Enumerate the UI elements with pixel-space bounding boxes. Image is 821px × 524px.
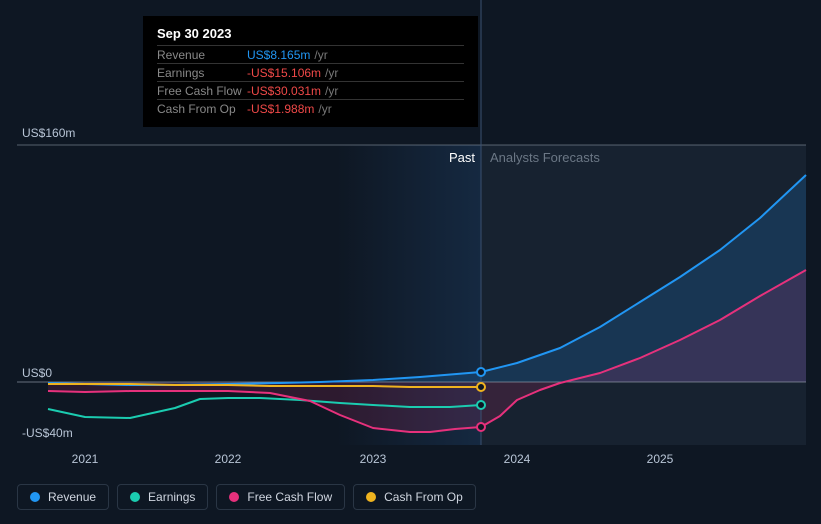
tooltip-row-label: Cash From Op bbox=[157, 102, 247, 116]
x-axis-label: 2024 bbox=[504, 452, 531, 466]
x-axis-label: 2023 bbox=[360, 452, 387, 466]
legend-dot-icon bbox=[229, 492, 239, 502]
chart-tooltip: Sep 30 2023 RevenueUS$8.165m/yrEarnings-… bbox=[143, 16, 478, 127]
legend-dot-icon bbox=[366, 492, 376, 502]
tooltip-row-value: US$8.165m bbox=[247, 48, 310, 62]
tooltip-date: Sep 30 2023 bbox=[157, 26, 464, 45]
y-axis-label-top: US$160m bbox=[22, 126, 75, 140]
legend-item-fcf[interactable]: Free Cash Flow bbox=[216, 484, 345, 510]
legend-item-label: Free Cash Flow bbox=[247, 490, 332, 504]
legend-item-label: Earnings bbox=[148, 490, 195, 504]
tooltip-row-unit: /yr bbox=[318, 102, 331, 116]
chart-container: US$160m US$0 -US$40m 2021 2022 2023 2024 202… bbox=[0, 0, 821, 524]
tooltip-row: RevenueUS$8.165m/yr bbox=[157, 45, 464, 63]
tooltip-row-unit: /yr bbox=[325, 66, 338, 80]
legend-item-cfo[interactable]: Cash From Op bbox=[353, 484, 476, 510]
tooltip-row-label: Earnings bbox=[157, 66, 247, 80]
tooltip-row: Cash From Op-US$1.988m/yr bbox=[157, 99, 464, 117]
tooltip-row: Earnings-US$15.106m/yr bbox=[157, 63, 464, 81]
y-axis-label-zero: US$0 bbox=[22, 366, 52, 380]
forecast-section-label: Analysts Forecasts bbox=[490, 150, 600, 165]
tooltip-row-label: Revenue bbox=[157, 48, 247, 62]
y-axis-label-bottom: -US$40m bbox=[22, 426, 73, 440]
legend-item-earnings[interactable]: Earnings bbox=[117, 484, 208, 510]
tooltip-row-unit: /yr bbox=[314, 48, 327, 62]
tooltip-row: Free Cash Flow-US$30.031m/yr bbox=[157, 81, 464, 99]
legend-item-revenue[interactable]: Revenue bbox=[17, 484, 109, 510]
tooltip-row-value: -US$1.988m bbox=[247, 102, 314, 116]
chart-legend: Revenue Earnings Free Cash Flow Cash From O… bbox=[17, 484, 476, 510]
past-section-label: Past bbox=[449, 150, 475, 165]
legend-item-label: Revenue bbox=[48, 490, 96, 504]
tooltip-row-value: -US$15.106m bbox=[247, 66, 321, 80]
x-axis-label: 2022 bbox=[215, 452, 242, 466]
legend-dot-icon bbox=[30, 492, 40, 502]
tooltip-row-label: Free Cash Flow bbox=[157, 84, 247, 98]
tooltip-row-value: -US$30.031m bbox=[247, 84, 321, 98]
x-axis-label: 2025 bbox=[647, 452, 674, 466]
legend-dot-icon bbox=[130, 492, 140, 502]
tooltip-row-unit: /yr bbox=[325, 84, 338, 98]
legend-item-label: Cash From Op bbox=[384, 490, 463, 504]
x-axis-label: 2021 bbox=[72, 452, 99, 466]
